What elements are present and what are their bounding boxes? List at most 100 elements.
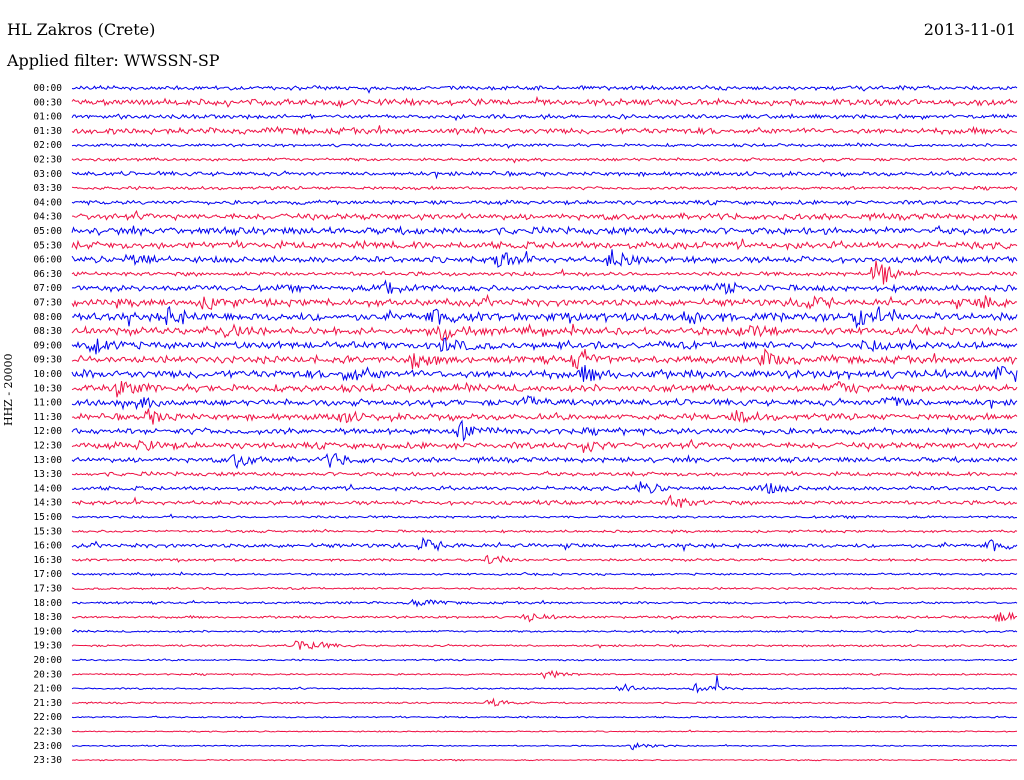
time-label: 18:30 <box>33 612 62 623</box>
trace-row <box>71 697 1018 707</box>
time-label: 20:30 <box>33 669 62 680</box>
trace-row <box>71 715 1018 719</box>
trace-row <box>71 260 1018 285</box>
trace-row <box>71 380 1018 398</box>
time-label: 12:30 <box>33 441 62 452</box>
trace-row <box>71 170 1018 180</box>
trace-row <box>71 347 1018 370</box>
trace-row <box>71 279 1018 295</box>
time-label: 00:00 <box>33 83 62 94</box>
trace-row <box>71 84 1018 94</box>
time-label: 03:30 <box>33 183 62 194</box>
trace-row <box>71 224 1018 237</box>
trace-row <box>71 758 1018 762</box>
time-label: 03:00 <box>33 169 62 180</box>
trace-row <box>71 494 1018 508</box>
time-label: 05:00 <box>33 226 62 237</box>
trace-row <box>71 598 1018 608</box>
trace-row <box>72 611 1018 623</box>
time-label: 13:30 <box>33 469 62 480</box>
station-title: HL Zakros (Crete) <box>7 20 156 39</box>
trace-row <box>71 142 1018 149</box>
time-label: 21:00 <box>33 684 62 695</box>
trace-row <box>71 669 1018 680</box>
time-label: 15:30 <box>33 526 62 537</box>
trace-row <box>71 364 1018 382</box>
trace-row <box>71 323 1018 342</box>
trace-row <box>71 113 1018 122</box>
time-label: 09:00 <box>33 340 62 351</box>
time-label: 01:00 <box>33 112 62 123</box>
time-label: 23:30 <box>33 755 62 766</box>
time-label: 07:30 <box>33 298 62 309</box>
trace-row <box>72 209 1018 222</box>
time-label: 16:30 <box>33 555 62 566</box>
time-label: 19:00 <box>33 626 62 637</box>
trace-row <box>71 95 1018 109</box>
time-label: 14:00 <box>33 483 62 494</box>
trace-row <box>71 438 1018 453</box>
time-label: 12:00 <box>33 426 62 437</box>
trace-row <box>71 554 1018 565</box>
trace-row <box>71 249 1018 268</box>
trace-row <box>71 293 1018 310</box>
time-label: 23:00 <box>33 741 62 752</box>
trace-row <box>71 238 1018 251</box>
time-label: 04:00 <box>33 197 62 208</box>
time-label: 18:00 <box>33 598 62 609</box>
time-label: 19:30 <box>33 641 62 652</box>
trace-row <box>71 629 1018 635</box>
date-label: 2013-11-01 <box>923 20 1016 39</box>
time-label: 04:30 <box>33 212 62 223</box>
time-label: 14:30 <box>33 498 62 509</box>
time-label: 17:00 <box>33 569 62 580</box>
trace-row <box>71 675 1018 694</box>
trace-row <box>71 199 1018 206</box>
trace-row <box>71 536 1018 553</box>
time-label: 10:00 <box>33 369 62 380</box>
filter-label: Applied filter: WWSSN-SP <box>7 51 220 70</box>
time-label: 06:00 <box>33 255 62 266</box>
time-label: 17:30 <box>33 584 62 595</box>
trace-row <box>71 395 1018 411</box>
trace-row <box>71 337 1018 355</box>
trace-row <box>71 742 1018 751</box>
time-label: 02:30 <box>33 155 62 166</box>
trace-row <box>71 658 1018 662</box>
time-label: 01:30 <box>33 126 62 137</box>
trace-row <box>71 157 1017 164</box>
time-label: 21:30 <box>33 698 62 709</box>
trace-row <box>71 586 1018 591</box>
time-label: 11:30 <box>33 412 62 423</box>
trace-row <box>71 729 1018 733</box>
time-label: 08:30 <box>33 326 62 337</box>
time-label: 11:00 <box>33 398 62 409</box>
time-label: 00:30 <box>33 97 62 108</box>
trace-row <box>71 470 1018 477</box>
time-label: 02:00 <box>33 140 62 151</box>
trace-row <box>71 125 1018 136</box>
trace-row <box>71 640 1018 650</box>
time-label: 20:00 <box>33 655 62 666</box>
time-label: 22:00 <box>33 712 62 723</box>
time-label: 15:00 <box>33 512 62 523</box>
trace-row <box>72 513 1018 520</box>
trace-row <box>71 481 1018 494</box>
time-label: 06:30 <box>33 269 62 280</box>
time-tick-labels: 00:00 00:30 01:00 01:30 02:00 02:30 03:00 03:30… <box>33 83 62 766</box>
time-label: 08:00 <box>33 312 62 323</box>
time-label: 09:30 <box>33 355 62 366</box>
time-label: 07:00 <box>33 283 62 294</box>
trace-row <box>71 305 1018 329</box>
trace-row <box>71 408 1018 425</box>
time-label: 13:00 <box>33 455 62 466</box>
time-label: 22:30 <box>33 727 62 738</box>
time-label: 10:30 <box>33 383 62 394</box>
trace-row <box>71 452 1018 470</box>
seismogram-traces <box>71 84 1018 762</box>
trace-row <box>71 571 1018 577</box>
time-label: 05:30 <box>33 240 62 251</box>
time-label: 16:00 <box>33 541 62 552</box>
trace-row <box>71 185 1018 191</box>
